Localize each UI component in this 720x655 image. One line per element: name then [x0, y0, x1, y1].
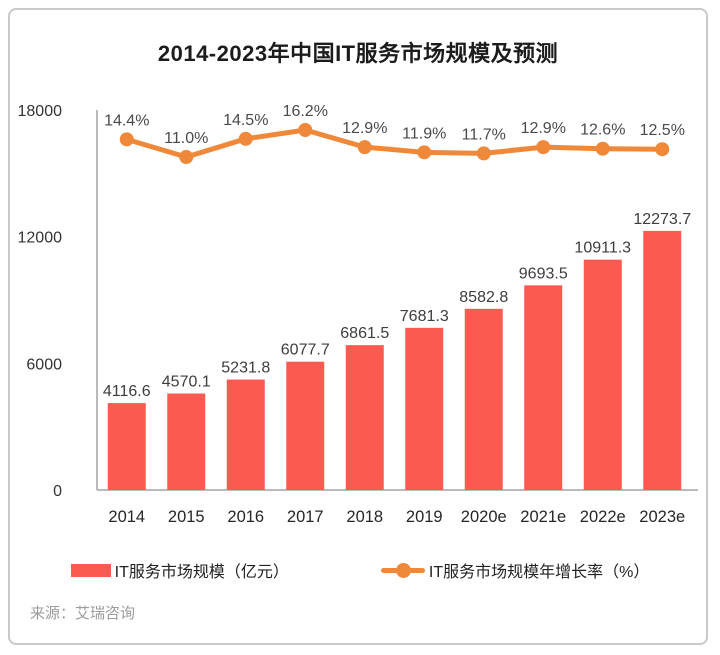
bar-2022e — [583, 259, 622, 490]
chart-title: 2014-2023年中国IT服务市场规模及预测 — [157, 41, 559, 66]
x-axis-tick-label: 2023e — [639, 508, 685, 526]
line-point-2022e — [595, 141, 610, 156]
source-caption: 来源：艾瑞咨询 — [30, 605, 136, 622]
bar-value-label: 7681.3 — [400, 308, 449, 325]
line-series-label: IT服务市场规模年增长率（%） — [428, 564, 650, 581]
combo-chart: 18000 12000 6000 0 4116.6 2014 4570.1 2015 5231.… — [18, 103, 698, 526]
y-axis-tick-label: 0 — [53, 483, 62, 500]
line-point-2018 — [357, 140, 372, 155]
bar-series-swatch — [70, 563, 111, 577]
line-point-2017 — [298, 123, 313, 137]
chart-legend: IT服务市场规模（亿元） IT服务市场规模年增长率（%） — [10, 558, 710, 582]
y-axis-tick-label: 12000 — [18, 230, 63, 247]
x-axis-tick-label: 2021e — [520, 508, 566, 526]
line-swatch-dot — [395, 562, 411, 578]
bar-2017 — [286, 361, 325, 490]
percent-label: 11.9% — [402, 125, 446, 142]
bar-2020e — [464, 308, 503, 490]
bar-value-label: 6077.7 — [281, 342, 330, 359]
line-point-2019 — [417, 145, 432, 160]
percent-label: 12.9% — [342, 120, 387, 137]
line-point-2015 — [179, 150, 194, 164]
bar-value-label: 12273.7 — [633, 211, 691, 228]
growth-rate-line — [124, 127, 665, 160]
bar-value-label: 4116.6 — [103, 383, 151, 400]
x-axis-tick-label: 2018 — [346, 508, 383, 526]
bar-series-label: IT服务市场规模（亿元） — [114, 564, 289, 581]
legend-item-bar-series: IT服务市场规模（亿元） — [70, 558, 289, 582]
x-axis-tick-label: 2014 — [108, 508, 145, 526]
line-point-2023e — [655, 142, 670, 157]
bar-2018 — [345, 345, 384, 490]
bar-2021e — [524, 285, 563, 490]
bar-2014 — [107, 403, 146, 490]
bar-2016 — [226, 379, 265, 490]
line-point-2021e — [536, 140, 551, 155]
percent-label: 14.5% — [223, 112, 268, 129]
bar-value-label: 10911.3 — [574, 240, 631, 257]
bar-value-label: 4570.1 — [162, 374, 211, 391]
bar-2015 — [167, 393, 206, 490]
bar-2019 — [405, 327, 444, 490]
percent-label: 14.4% — [104, 112, 149, 129]
percent-label: 16.2% — [283, 103, 328, 120]
line-point-2020e — [476, 146, 491, 161]
percent-label: 12.5% — [640, 122, 685, 139]
bar-value-label: 8582.8 — [459, 289, 508, 306]
percent-label: 12.6% — [580, 122, 625, 139]
line-point-2014 — [119, 132, 134, 147]
chart-card: 2014-2023年中国IT服务市场规模及预测 18000 12000 6000 0 4… — [8, 8, 708, 645]
y-axis-tick-label: 18000 — [18, 103, 63, 120]
percent-label: 11.7% — [462, 126, 506, 143]
x-axis-tick-label: 2015 — [168, 508, 205, 526]
x-axis-tick-label: 2022e — [580, 508, 626, 526]
line-series-swatch — [380, 562, 425, 578]
y-axis-tick-label: 6000 — [26, 356, 62, 373]
bar-value-label: 9693.5 — [519, 265, 568, 282]
bar-value-label: 6861.5 — [340, 325, 389, 342]
legend-item-line-series: IT服务市场规模年增长率（%） — [380, 558, 650, 582]
percent-label: 12.9% — [521, 120, 566, 137]
percent-label: 11.0% — [164, 130, 208, 147]
line-point-2016 — [238, 131, 253, 146]
bar-2023e — [643, 230, 682, 490]
bar-value-label: 5231.8 — [221, 360, 270, 377]
x-axis-tick-label: 2016 — [227, 508, 264, 526]
x-axis-tick-label: 2017 — [287, 508, 324, 526]
x-axis-tick-label: 2019 — [406, 508, 443, 526]
x-axis-tick-label: 2020e — [461, 508, 507, 526]
